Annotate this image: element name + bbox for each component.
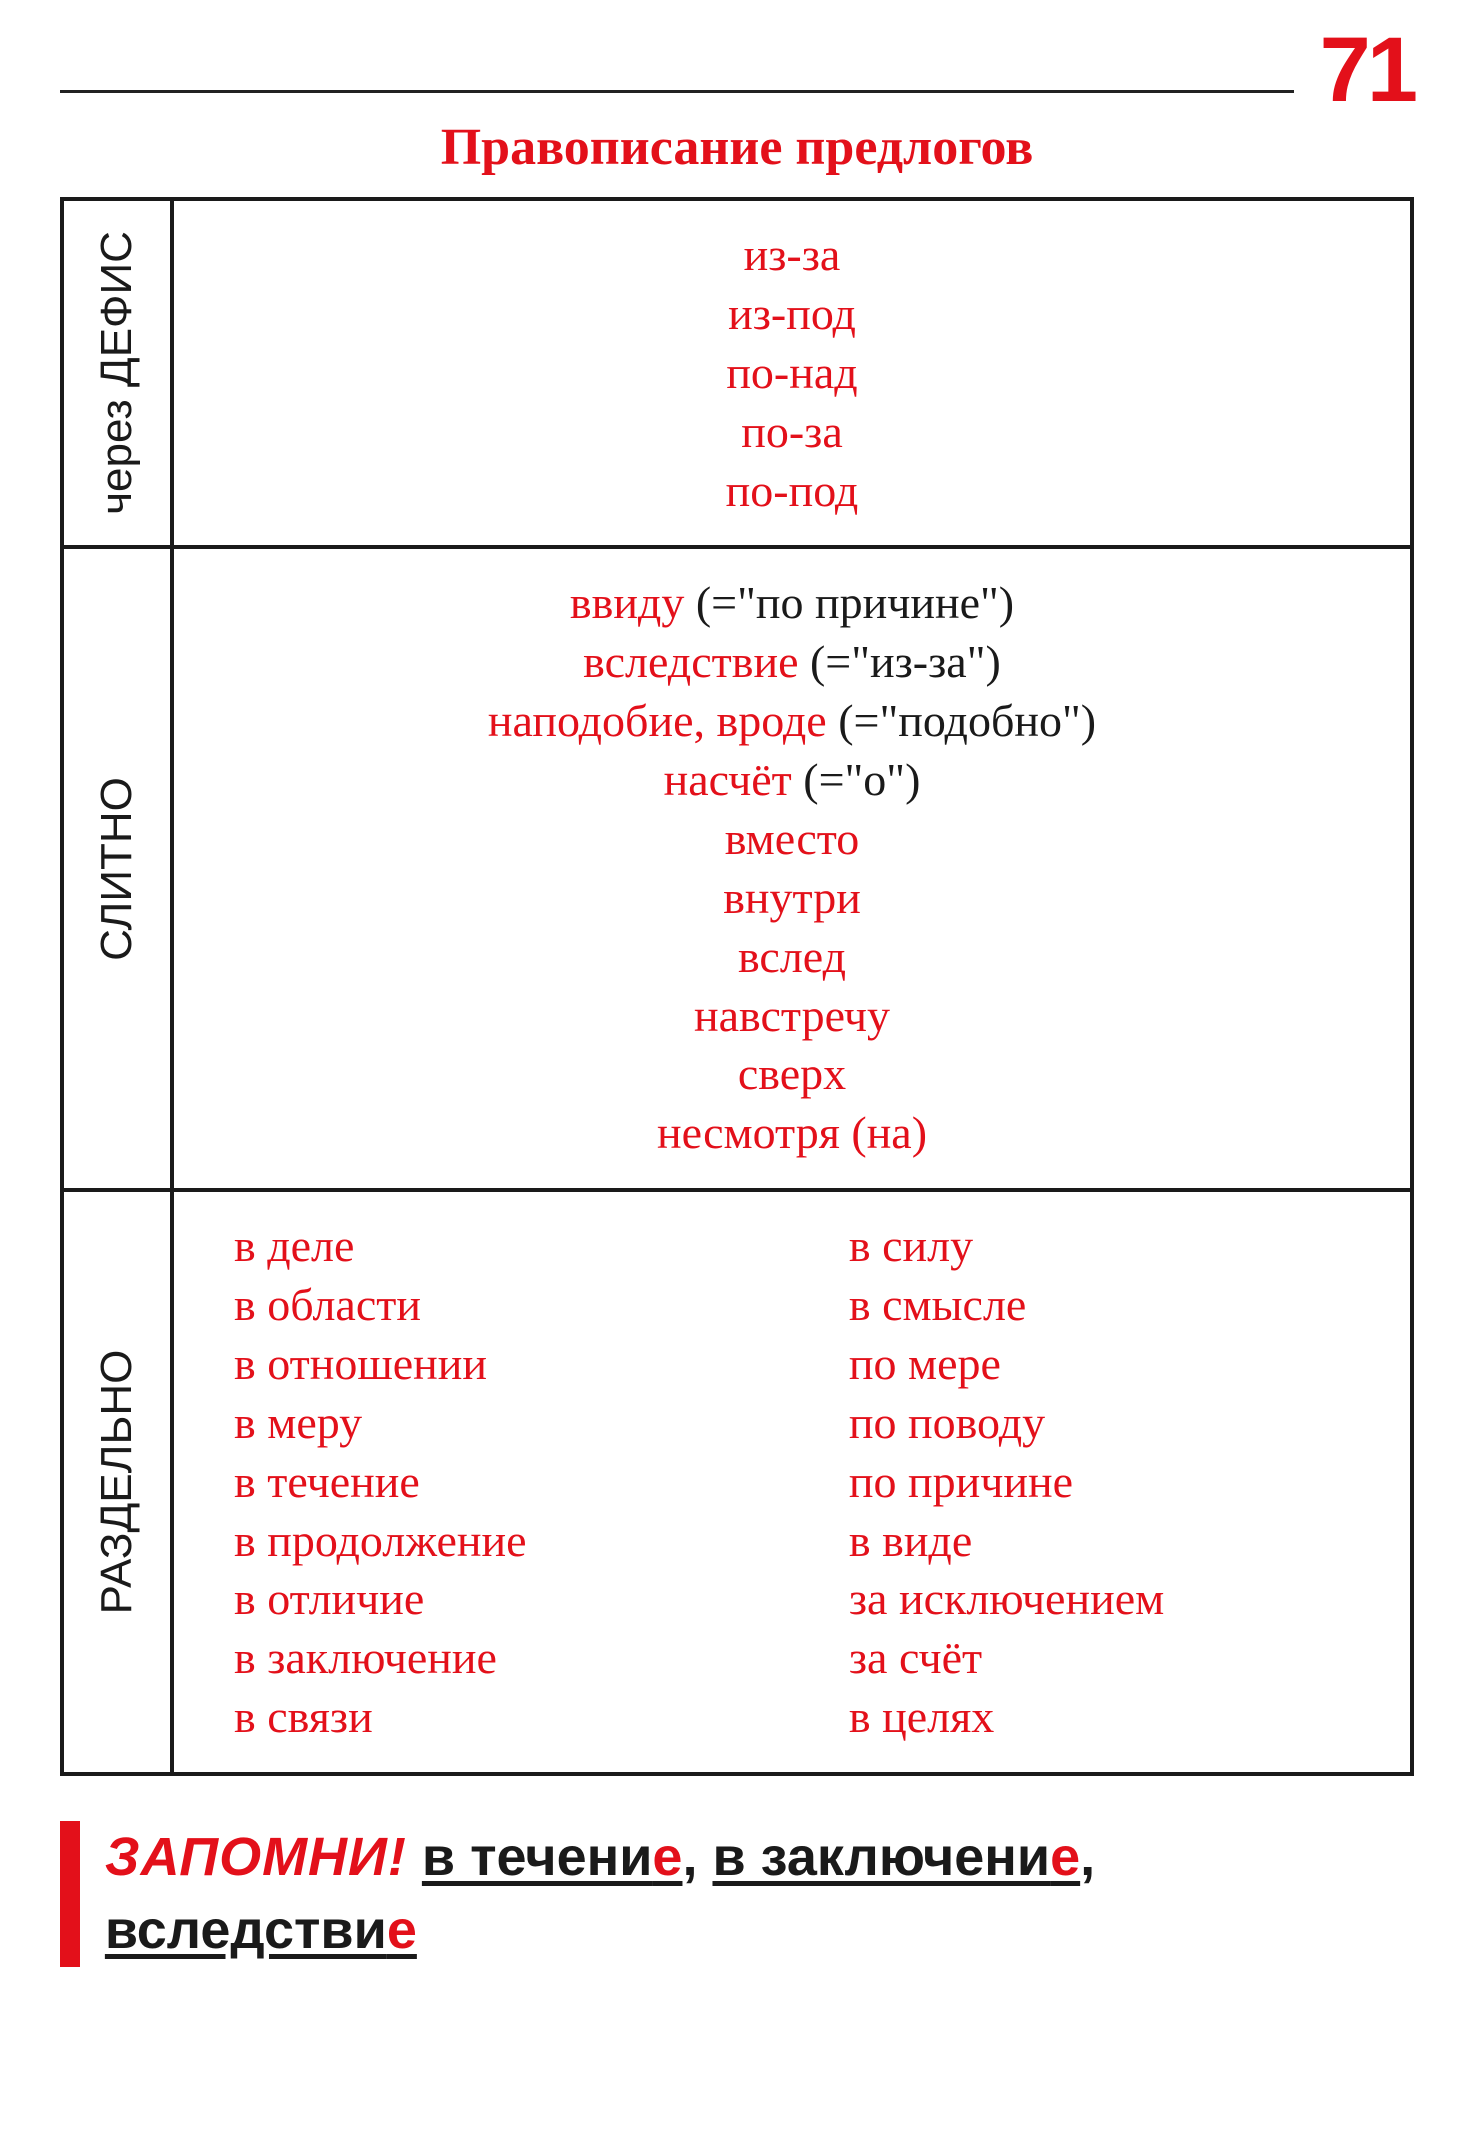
list-item: из-за <box>194 226 1390 285</box>
list-item: ввиду (="по причине") <box>194 574 1390 633</box>
row-label-together: СЛИТНО <box>62 547 172 1190</box>
row-content-hyphen: из-заиз-подпо-надпо-запо-под <box>172 199 1412 547</box>
list-item: наподобие, вроде (="подобно") <box>194 692 1390 751</box>
list-item: по причине <box>849 1453 1404 1512</box>
separate-col-1: в делев областив отношениив мерув течени… <box>234 1217 789 1747</box>
hyphen-list: из-заиз-подпо-надпо-запо-под <box>194 226 1390 520</box>
list-item: по поводу <box>849 1394 1404 1453</box>
list-item: по-под <box>194 462 1390 521</box>
grammar-table: через ДЕФИС из-заиз-подпо-надпо-запо-под… <box>60 197 1414 1776</box>
list-item: в смысле <box>849 1276 1404 1335</box>
list-item: внутри <box>194 869 1390 928</box>
list-item: за счёт <box>849 1629 1404 1688</box>
row-label-separate: РАЗДЕЛЬНО <box>62 1190 172 1774</box>
list-item: навстречу <box>194 987 1390 1046</box>
list-item: сверх <box>194 1045 1390 1104</box>
list-item: в деле <box>234 1217 789 1276</box>
separate-columns: в делев областив отношениив мерув течени… <box>194 1217 1390 1747</box>
top-rule <box>60 90 1294 93</box>
page-number: 71 <box>1320 18 1414 123</box>
list-item: вследствие (="из-за") <box>194 633 1390 692</box>
together-list: ввиду (="по причине")вследствие (="из-за… <box>194 574 1390 1163</box>
table-row: РАЗДЕЛЬНО в делев областив отношениив ме… <box>62 1190 1412 1774</box>
list-item: в целях <box>849 1688 1404 1747</box>
list-item: по мере <box>849 1335 1404 1394</box>
list-item: насчёт (="о") <box>194 751 1390 810</box>
list-item: по-над <box>194 344 1390 403</box>
list-item: в силу <box>849 1217 1404 1276</box>
note-block: ЗАПОМНИ! в течение, в заключение, вследс… <box>60 1821 1414 1967</box>
list-item: из-под <box>194 285 1390 344</box>
list-item: в меру <box>234 1394 789 1453</box>
list-item: в отличие <box>234 1570 789 1629</box>
list-item: несмотря (на) <box>194 1104 1390 1163</box>
note-remember: ЗАПОМНИ! <box>105 1827 407 1887</box>
list-item: в течение <box>234 1453 789 1512</box>
row-content-separate: в делев областив отношениив мерув течени… <box>172 1190 1412 1774</box>
list-item: в заключение <box>234 1629 789 1688</box>
list-item: в виде <box>849 1512 1404 1571</box>
page-title: Правописание предлогов <box>60 118 1414 177</box>
separate-col-2: в силув смыслепо мерепо поводупо причине… <box>849 1217 1404 1747</box>
row-content-together: ввиду (="по причине")вследствие (="из-за… <box>172 547 1412 1190</box>
list-item: в области <box>234 1276 789 1335</box>
note-text: ЗАПОМНИ! в течение, в заключение, вследс… <box>105 1821 1414 1967</box>
list-item: в связи <box>234 1688 789 1747</box>
table-row: через ДЕФИС из-заиз-подпо-надпо-запо-под <box>62 199 1412 547</box>
page: 71 Правописание предлогов через ДЕФИС из… <box>0 0 1474 2142</box>
list-item: вместо <box>194 810 1390 869</box>
list-item: по-за <box>194 403 1390 462</box>
list-item: за исключением <box>849 1570 1404 1629</box>
list-item: в отношении <box>234 1335 789 1394</box>
list-item: в продолжение <box>234 1512 789 1571</box>
row-label-hyphen: через ДЕФИС <box>62 199 172 547</box>
note-accent-bar <box>60 1821 80 1967</box>
list-item: вслед <box>194 928 1390 987</box>
table-row: СЛИТНО ввиду (="по причине")вследствие (… <box>62 547 1412 1190</box>
